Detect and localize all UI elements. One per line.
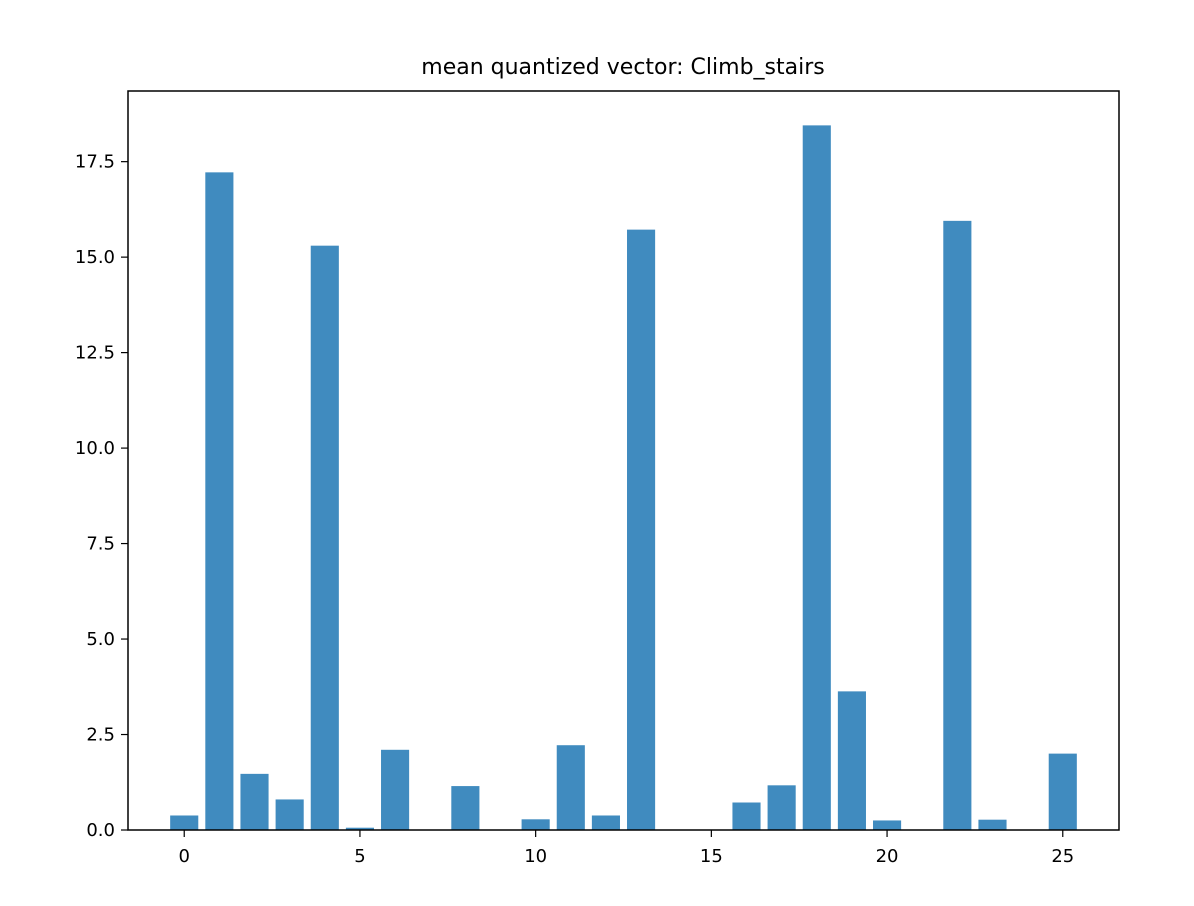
y-axis: 0.0 2.5 5.0 7.5 10.0 12.5 15.0 17.5 (75, 152, 128, 841)
bar-3 (275, 799, 304, 830)
bars-group (170, 125, 1077, 831)
bar-23 (978, 819, 1007, 830)
bar-17 (767, 785, 796, 830)
bar-20 (873, 820, 902, 830)
bar-8 (451, 786, 480, 830)
x-axis: 0 5 10 15 20 25 (179, 830, 1074, 867)
bar-13 (627, 229, 656, 831)
bar-19 (837, 691, 866, 830)
y-tick-label: 15.0 (75, 247, 115, 268)
bar-5 (345, 827, 374, 830)
x-tick-label: 10 (524, 846, 547, 867)
x-tick-label: 0 (179, 846, 190, 867)
y-tick-label: 10.0 (75, 438, 115, 459)
bar-16 (732, 802, 761, 830)
x-tick-label: 20 (876, 846, 899, 867)
bar-18 (802, 125, 831, 831)
bar-0 (170, 815, 199, 830)
bar-1 (205, 172, 234, 830)
x-tick-label: 5 (354, 846, 365, 867)
y-tick-label: 2.5 (86, 725, 115, 746)
bar-2 (240, 773, 269, 830)
y-tick-label: 12.5 (75, 343, 115, 364)
bar-22 (943, 220, 972, 831)
bar-6 (381, 749, 410, 830)
plot-frame (127, 90, 1120, 831)
bar-4 (310, 245, 339, 830)
x-tick-label: 25 (1051, 846, 1074, 867)
x-tick-label: 15 (700, 846, 723, 867)
y-tick-label: 0.0 (86, 820, 115, 841)
bar-25 (1048, 753, 1077, 830)
bar-11 (556, 745, 585, 830)
bar-12 (591, 815, 620, 830)
bar-10 (521, 819, 550, 830)
y-tick-label: 17.5 (75, 152, 115, 173)
y-tick-label: 7.5 (86, 534, 115, 555)
chart-title: mean quantized vector: Climb_stairs (421, 55, 824, 80)
y-tick-label: 5.0 (86, 629, 115, 650)
